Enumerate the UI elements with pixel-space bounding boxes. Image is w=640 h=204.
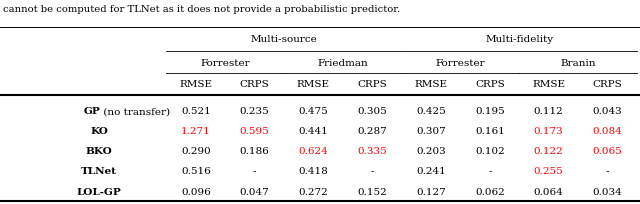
Text: 0.290: 0.290 — [181, 147, 211, 156]
Text: (no transfer): (no transfer) — [100, 107, 171, 116]
Text: 0.595: 0.595 — [240, 127, 269, 136]
Text: GP: GP — [84, 107, 100, 116]
Text: 0.475: 0.475 — [298, 107, 328, 116]
Text: RMSE: RMSE — [415, 80, 447, 89]
Text: CRPS: CRPS — [475, 80, 505, 89]
Text: 0.235: 0.235 — [240, 107, 269, 116]
Text: 0.122: 0.122 — [534, 147, 563, 156]
Text: 0.521: 0.521 — [181, 107, 211, 116]
Text: CRPS: CRPS — [240, 80, 269, 89]
Text: Friedman: Friedman — [317, 58, 368, 67]
Text: 0.043: 0.043 — [593, 107, 622, 116]
Text: -: - — [253, 167, 257, 176]
Text: 0.102: 0.102 — [475, 147, 505, 156]
Text: 0.064: 0.064 — [534, 187, 563, 196]
Text: 0.287: 0.287 — [357, 127, 387, 136]
Text: 0.624: 0.624 — [298, 147, 328, 156]
Text: 0.441: 0.441 — [298, 127, 328, 136]
Text: CRPS: CRPS — [593, 80, 622, 89]
Text: 0.096: 0.096 — [181, 187, 211, 196]
Text: RMSE: RMSE — [532, 80, 565, 89]
Text: 0.047: 0.047 — [240, 187, 269, 196]
Text: 0.161: 0.161 — [475, 127, 505, 136]
Text: 0.335: 0.335 — [357, 147, 387, 156]
Text: Branin: Branin — [560, 58, 596, 67]
Text: -: - — [488, 167, 492, 176]
Text: 0.195: 0.195 — [475, 107, 505, 116]
Text: 0.173: 0.173 — [534, 127, 563, 136]
Text: 0.418: 0.418 — [298, 167, 328, 176]
Text: 1.271: 1.271 — [181, 127, 211, 136]
Text: 0.305: 0.305 — [357, 107, 387, 116]
Text: TLNet: TLNet — [81, 167, 117, 176]
Text: 0.127: 0.127 — [416, 187, 446, 196]
Text: 0.203: 0.203 — [416, 147, 446, 156]
Text: 0.065: 0.065 — [593, 147, 622, 156]
Text: 0.516: 0.516 — [181, 167, 211, 176]
Text: Multi-source: Multi-source — [251, 35, 317, 44]
Text: -: - — [605, 167, 609, 176]
Text: 0.062: 0.062 — [475, 187, 505, 196]
Text: RMSE: RMSE — [297, 80, 330, 89]
Text: -: - — [371, 167, 374, 176]
Text: LOL-GP: LOL-GP — [77, 187, 122, 196]
Text: Multi-fidelity: Multi-fidelity — [485, 35, 553, 44]
Text: 0.241: 0.241 — [416, 167, 446, 176]
Text: 0.255: 0.255 — [534, 167, 563, 176]
Text: cannot be computed for TLNet as it does not provide a probabilistic predictor.: cannot be computed for TLNet as it does … — [3, 5, 401, 14]
Text: 0.152: 0.152 — [357, 187, 387, 196]
Text: Forrester: Forrester — [436, 58, 485, 67]
Text: KO: KO — [90, 127, 108, 136]
Text: 0.034: 0.034 — [593, 187, 622, 196]
Text: 0.112: 0.112 — [534, 107, 563, 116]
Text: 0.084: 0.084 — [593, 127, 622, 136]
Text: 0.307: 0.307 — [416, 127, 446, 136]
Text: 0.425: 0.425 — [416, 107, 446, 116]
Text: RMSE: RMSE — [179, 80, 212, 89]
Text: 0.272: 0.272 — [298, 187, 328, 196]
Text: BKO: BKO — [86, 147, 113, 156]
Text: CRPS: CRPS — [357, 80, 387, 89]
Text: 0.186: 0.186 — [240, 147, 269, 156]
Text: Forrester: Forrester — [200, 58, 250, 67]
